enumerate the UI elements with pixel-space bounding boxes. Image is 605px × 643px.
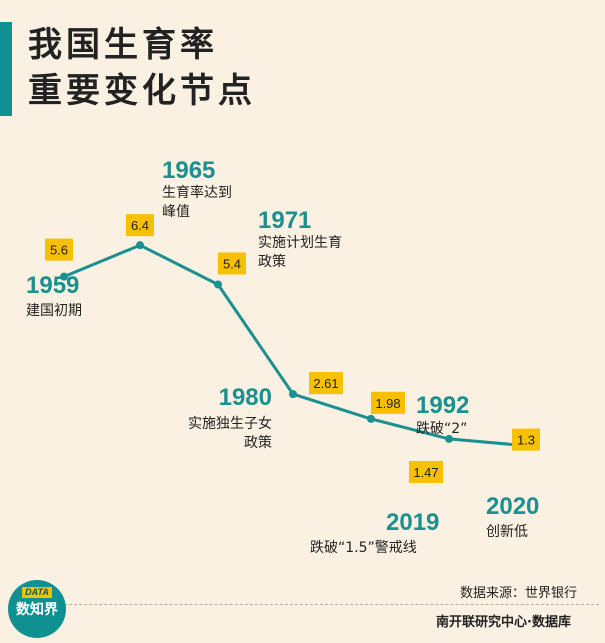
value-label: 5.4 [223,256,241,271]
event-description: 创新低 [486,524,528,540]
value-label-box [218,252,246,275]
value-label-box [45,238,73,261]
data-point [289,390,297,399]
event-description: 跌破“1.5”警戒线 [310,540,417,556]
value-label: 5.6 [50,243,68,258]
event-description: 实施独生子女 [188,415,272,432]
value-label-box [126,214,154,237]
event-description: 政策 [258,253,286,270]
year-label: 1971 [258,207,311,234]
value-label-box [409,460,443,483]
event-description: 政策 [244,434,272,451]
event-description: 建国初期 [26,302,82,319]
data-source: 数据来源：世界银行 [459,586,577,601]
event-description: 峰值 [162,204,190,220]
year-label: 1959 [26,272,79,299]
year-label: 2020 [486,493,539,520]
data-point [214,280,222,289]
title-line-1: 我国生育率 [28,25,218,65]
data-point [367,414,375,423]
logo-name: 数知界 [16,602,58,618]
value-label-box [371,391,405,414]
data-point [445,434,453,443]
event-description: 跌破“2” [416,421,467,437]
footer-credit: 南开联研究中心·数据库 [436,615,571,630]
year-label: 1980 [219,384,272,411]
data-point [60,272,68,281]
title-line-2: 重要变化节点 [28,71,256,111]
logo-tag: DATA [22,587,52,598]
value-label: 6.4 [131,218,149,233]
footer-divider [34,604,599,605]
title-accent-bar [0,22,12,116]
year-label: 2019 [386,509,439,536]
value-label: 2.61 [313,376,338,391]
year-label: 1992 [416,392,469,419]
data-point [136,241,144,250]
value-label-box [512,428,540,451]
event-description: 生育率达到 [162,184,232,201]
event-description: 实施计划生育 [258,235,342,251]
brand-logo: DATA 数知界 [8,580,66,638]
year-label: 1965 [162,157,215,184]
value-label: 1.3 [517,433,535,448]
value-label: 1.47 [413,465,438,480]
value-label-box [309,372,343,395]
chart-title: 我国生育率 重要变化节点 [28,22,256,114]
value-label: 1.98 [375,396,400,411]
